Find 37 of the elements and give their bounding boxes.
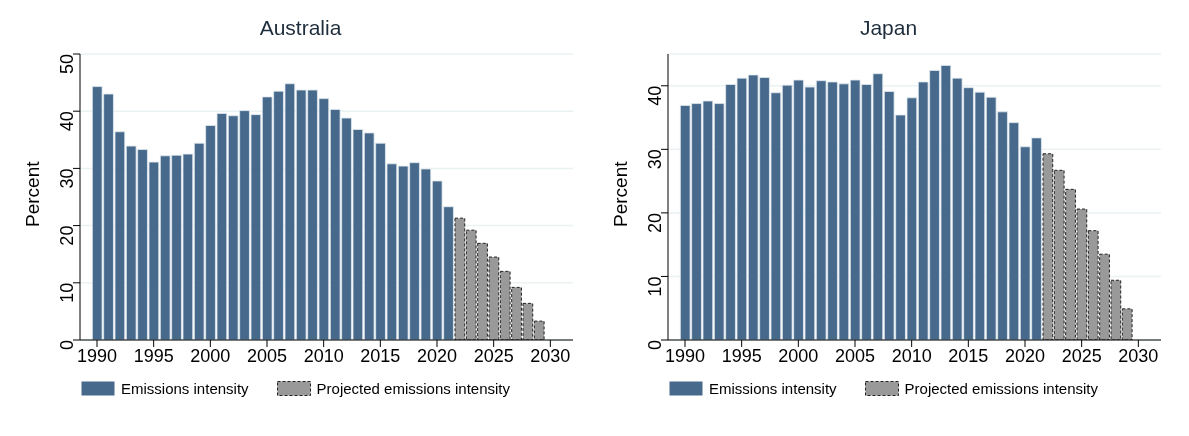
x-tick-label: 2025 [473, 345, 514, 366]
x-tick-label: 1990 [76, 345, 118, 366]
x-tick-label: 1995 [133, 345, 174, 366]
x-tick-label: 2000 [778, 345, 819, 366]
y-tick-label: 10 [57, 282, 78, 303]
y-tick-label: 0 [645, 340, 666, 351]
legend-label: Projected emissions intensity [316, 380, 510, 397]
x-tick-label: 2005 [246, 345, 288, 366]
x-tick-label: 2020 [1004, 345, 1046, 366]
x-tick-label: 2015 [948, 345, 989, 366]
x-tick-label: 2030 [530, 345, 571, 366]
y-tick-label: 30 [57, 168, 78, 189]
x-tick-label: 2010 [303, 345, 344, 366]
chart-title: Japan [858, 15, 919, 41]
y-tick-label: 20 [645, 212, 666, 233]
text: Emissions intensity [709, 380, 837, 397]
chart-title: Australia [258, 15, 343, 41]
y-tick-label: 40 [57, 111, 78, 132]
x-tick-label: 2020 [416, 345, 458, 366]
x-tick-label: 2030 [1118, 345, 1159, 366]
y-axis-title: Percent [609, 160, 631, 227]
legend-label: Emissions intensity [121, 380, 249, 397]
y-tick-label: 20 [57, 225, 78, 246]
y-tick-label: 0 [57, 340, 78, 351]
y-tick-label: 40 [645, 85, 666, 106]
x-tick-label: 2005 [834, 345, 876, 366]
y-tick-label: 50 [57, 54, 78, 75]
y-tick-label: 30 [645, 149, 666, 170]
legend-label: Projected emissions intensity [904, 380, 1098, 397]
x-tick-label: 2000 [190, 345, 231, 366]
y-tick-label: 10 [645, 276, 666, 297]
x-tick-label: 2025 [1061, 345, 1102, 366]
x-tick-label: 1995 [721, 345, 762, 366]
x-tick-label: 2010 [891, 345, 932, 366]
x-tick-label: 1990 [664, 345, 706, 366]
y-axis-title: Percent [21, 160, 43, 227]
x-tick-label: 2015 [360, 345, 401, 366]
